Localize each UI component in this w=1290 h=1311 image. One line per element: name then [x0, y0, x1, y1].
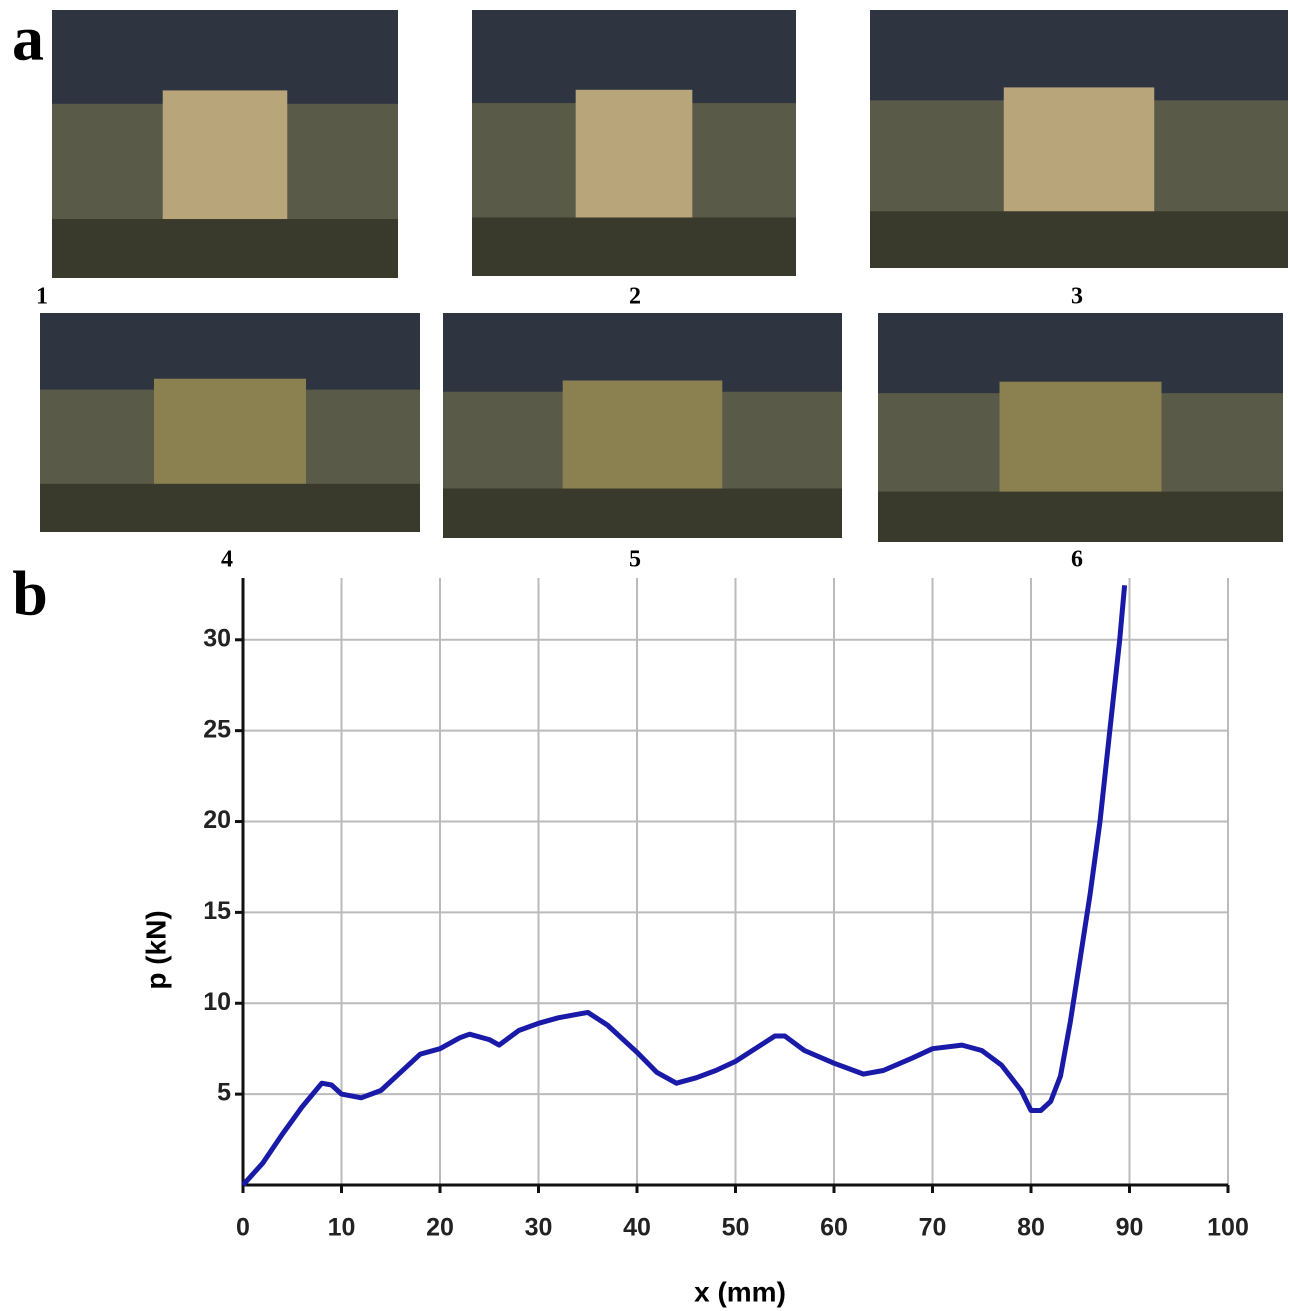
x-tick-label: 40 [623, 1214, 651, 1242]
platen-top [52, 10, 398, 104]
platen-base [443, 488, 842, 538]
specimen [999, 381, 1162, 497]
x-tick-label: 20 [426, 1214, 454, 1242]
x-tick-label: 70 [919, 1214, 947, 1242]
y-tick-label: 15 [203, 897, 231, 925]
y-tick-label: 20 [203, 806, 231, 834]
platen-top [40, 313, 420, 390]
x-tick-label: 0 [236, 1214, 250, 1242]
platen-base [878, 491, 1283, 542]
photo-label: 2 [629, 284, 641, 310]
x-tick-label: 30 [525, 1214, 553, 1242]
photo [878, 313, 1283, 542]
platen-base [52, 219, 398, 278]
platen-base [870, 211, 1288, 268]
platen-top [443, 313, 842, 392]
x-tick-label: 60 [820, 1214, 848, 1242]
photo [52, 10, 398, 278]
panel-label: b [12, 558, 48, 629]
photo-label: 4 [221, 547, 233, 573]
photo [443, 313, 842, 538]
x-tick-label: 100 [1207, 1214, 1249, 1242]
specimen [562, 380, 723, 493]
y-tick-label: 25 [203, 715, 231, 743]
photo [870, 10, 1288, 268]
photo [40, 313, 420, 532]
photo [472, 10, 796, 276]
specimen [154, 378, 306, 489]
specimen [575, 89, 693, 223]
x-axis-label: x (mm) [694, 1276, 786, 1307]
x-tick-label: 90 [1116, 1214, 1144, 1242]
specimen [162, 90, 288, 225]
y-axis-label: p (kN) [140, 910, 171, 989]
specimen [1003, 87, 1155, 217]
photo-label: 5 [629, 547, 641, 573]
data-line [241, 585, 1128, 1187]
platen-base [472, 217, 796, 276]
x-tick-label: 10 [328, 1214, 356, 1242]
platen-top [870, 10, 1288, 101]
platen-top [878, 313, 1283, 394]
y-tick-label: 5 [217, 1079, 231, 1107]
photo-label: 1 [36, 284, 48, 310]
photo-label: 6 [1071, 547, 1083, 573]
platen-base [40, 483, 420, 532]
platen-top [472, 10, 796, 104]
x-tick-label: 80 [1017, 1214, 1045, 1242]
panel-label: a [12, 3, 44, 74]
photo-label: 3 [1071, 284, 1083, 310]
x-tick-label: 50 [722, 1214, 750, 1242]
y-tick-label: 10 [203, 988, 231, 1016]
y-tick-label: 30 [203, 624, 231, 652]
